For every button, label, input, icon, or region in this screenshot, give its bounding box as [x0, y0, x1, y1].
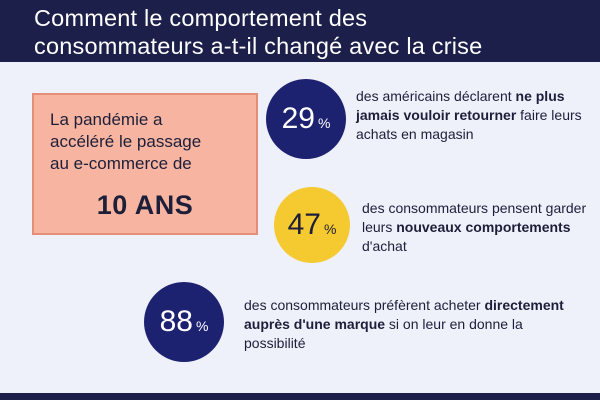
stat-circle-1: 29% [266, 79, 346, 159]
stat-1-number: 29 [281, 102, 315, 135]
stat-2-bold: nouveaux comportements [396, 219, 571, 235]
callout-line-3: au e-commerce de [50, 154, 192, 173]
stat-circle-2: 47% [274, 187, 350, 263]
stat-1-unit: % [317, 115, 331, 131]
footer-bar [0, 393, 600, 400]
stat-3-bold: directement auprès d'une marque [244, 297, 564, 332]
stat-3-text: des consommateurs préfèrent acheter dire… [244, 296, 574, 353]
stat-1-pre: des américains déclarent [356, 88, 516, 104]
callout-value: 10 ANS [96, 190, 194, 220]
stat-1-bold: ne plus jamais vouloir retourner [356, 88, 565, 123]
stat-1-post: faire leurs achats en magasin [356, 107, 582, 142]
header-banner: Comment le comportement des consommateur… [0, 0, 600, 62]
page-title: Comment le comportement des consommateur… [34, 4, 594, 60]
pandemic-callout-box: La pandémie a accéléré le passage au e-c… [32, 93, 258, 235]
stat-2-post: d'achat [362, 238, 407, 254]
stat-3-post: si on leur en donne la possibilité [244, 316, 523, 351]
stat-circle-3: 88% [144, 282, 224, 362]
stat-2-text: des consommateurs pensent garder leurs n… [362, 199, 598, 256]
callout-text: La pandémie a accéléré le passage au e-c… [50, 109, 250, 175]
stat-3-number: 88 [159, 305, 193, 338]
stat-2-unit: % [323, 221, 337, 237]
stat-3-pre: des consommateurs préfèrent acheter [244, 297, 485, 313]
stat-2-pre: des consommateurs pensent garder leurs [362, 200, 587, 235]
title-line-2: consommateurs a-t-il changé avec la cris… [34, 33, 483, 59]
title-line-1: Comment le comportement des [34, 5, 368, 31]
callout-line-2: accéléré le passage [50, 132, 202, 151]
stat-1-text: des américains déclarent ne plus jamais … [356, 87, 596, 144]
stat-2-number: 47 [287, 208, 321, 241]
callout-line-1: La pandémie a [50, 110, 163, 129]
stat-3-unit: % [195, 318, 209, 334]
